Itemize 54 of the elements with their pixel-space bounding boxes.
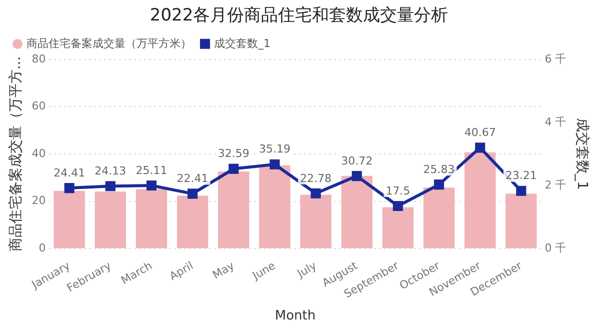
y2-tick-label: 6 千 — [544, 52, 566, 66]
data-label: 32.59 — [218, 147, 250, 160]
data-label: 30.72 — [341, 154, 373, 168]
y-tick-label: 80 — [32, 52, 46, 66]
bar — [341, 176, 372, 248]
data-label: 22.78 — [300, 172, 332, 185]
y-tick-label: 20 — [32, 194, 46, 208]
point — [516, 186, 526, 196]
bar — [136, 189, 168, 248]
bar — [423, 187, 455, 248]
point — [310, 188, 321, 198]
bar — [506, 194, 537, 248]
data-label: 25.11 — [136, 164, 168, 177]
y2-tick-label: 2 千 — [544, 178, 566, 192]
y-tick-label: 60 — [32, 100, 46, 113]
data-label: 25.83 — [423, 162, 455, 176]
y2-tick-label: 0 千 — [544, 241, 566, 254]
point — [64, 183, 74, 194]
bar — [94, 192, 126, 248]
legend-label: 商品住宅备案成交量（万平方米） — [26, 36, 192, 50]
data-label: 23.21 — [505, 169, 537, 182]
x-tick-label: June — [250, 258, 278, 283]
bar — [54, 190, 85, 248]
point — [188, 188, 198, 199]
point — [352, 171, 362, 182]
bar — [300, 194, 332, 248]
y2-tick-label: 4 千 — [544, 115, 566, 128]
bar — [464, 152, 496, 248]
legend-label: 成交套数_1 — [214, 36, 270, 50]
data-label: 40.67 — [464, 126, 496, 140]
point — [105, 181, 116, 192]
y-axis-title: 商品住宅备案成交量（万平方... — [7, 56, 24, 252]
data-label: 24.13 — [94, 164, 126, 178]
point — [270, 159, 280, 170]
y-tick-label: 40 — [32, 146, 46, 160]
point — [228, 164, 239, 174]
x-tick-label: July — [294, 258, 320, 281]
bar — [218, 172, 250, 248]
data-label: 22.41 — [176, 172, 208, 186]
point — [146, 180, 157, 191]
chart-title: 2022各月份商品住宅和套数成交量分析 — [150, 6, 448, 26]
x-tick-label: May — [210, 258, 237, 282]
y-tick-label: 0 — [38, 241, 46, 254]
bar — [382, 207, 414, 248]
bar — [176, 196, 208, 248]
bar — [259, 165, 290, 248]
point — [392, 200, 403, 212]
x-axis-title: Month — [274, 308, 316, 324]
data-label: 17.5 — [386, 184, 410, 198]
point — [434, 180, 444, 190]
data-label: 24.41 — [54, 166, 86, 180]
point — [475, 142, 486, 153]
y2-axis-title: 成交套数_1 — [574, 118, 590, 190]
data-label: 35.19 — [258, 142, 290, 156]
